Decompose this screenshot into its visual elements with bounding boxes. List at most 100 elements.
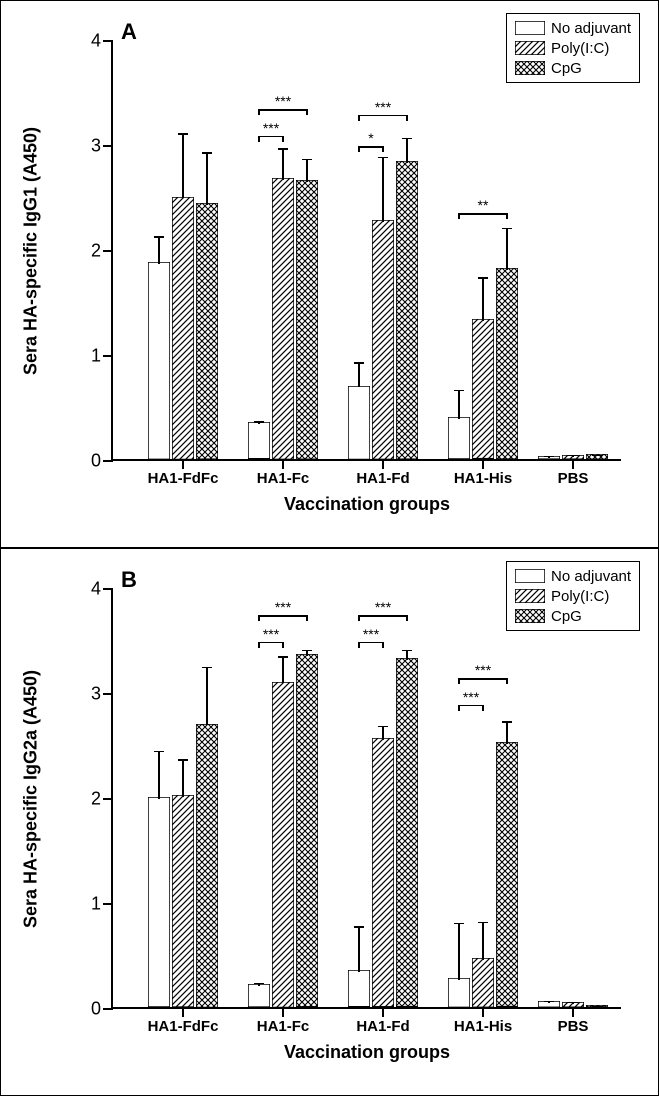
error-bar bbox=[406, 138, 408, 163]
sig-bracket-drop bbox=[458, 678, 460, 684]
y-tick-label: 1 bbox=[81, 894, 101, 915]
sig-bracket bbox=[259, 109, 307, 111]
error-bar-cap bbox=[544, 456, 554, 458]
error-bar bbox=[458, 923, 460, 980]
bar bbox=[196, 724, 218, 1008]
error-bar bbox=[358, 362, 360, 387]
sig-bracket bbox=[459, 678, 507, 680]
sig-label: *** bbox=[263, 120, 279, 136]
sig-label: *** bbox=[375, 599, 391, 615]
legend-swatch bbox=[515, 41, 545, 55]
bar bbox=[172, 197, 194, 460]
legend: No adjuvantPoly(I:C)CpG bbox=[506, 13, 640, 83]
bar bbox=[372, 220, 394, 459]
x-tick-label: HA1-FdFc bbox=[148, 1018, 219, 1035]
error-bar-cap bbox=[354, 362, 364, 364]
error-bar-cap bbox=[592, 1006, 602, 1008]
error-bar-cap bbox=[302, 159, 312, 161]
sig-bracket-drop bbox=[382, 642, 384, 648]
sig-bracket bbox=[359, 146, 383, 148]
bar bbox=[148, 262, 170, 459]
error-bar-cap bbox=[378, 157, 388, 159]
sig-bracket-drop bbox=[282, 642, 284, 648]
y-tick bbox=[103, 40, 113, 42]
sig-bracket-drop bbox=[482, 705, 484, 711]
plot-area: 01234Vaccination groupsHA1-FdFcHA1-FcHA1… bbox=[111, 41, 621, 461]
y-tick-label: 4 bbox=[81, 579, 101, 600]
x-tick bbox=[572, 459, 574, 469]
error-bar bbox=[282, 656, 284, 683]
x-tick bbox=[382, 459, 384, 469]
sig-bracket-drop bbox=[282, 136, 284, 142]
legend-row: Poly(I:C) bbox=[515, 586, 631, 606]
y-tick-label: 4 bbox=[81, 31, 101, 52]
x-tick-label: HA1-Fc bbox=[257, 470, 310, 487]
sig-bracket-drop bbox=[358, 115, 360, 121]
x-tick-label: HA1-Fc bbox=[257, 1018, 310, 1035]
page: A01234Vaccination groupsHA1-FdFcHA1-FcHA… bbox=[0, 0, 659, 1096]
bar bbox=[272, 682, 294, 1008]
x-tick-label: HA1-His bbox=[454, 1018, 512, 1035]
y-tick-label: 3 bbox=[81, 136, 101, 157]
y-tick-label: 2 bbox=[81, 789, 101, 810]
sig-label: *** bbox=[263, 626, 279, 642]
x-tick bbox=[182, 1007, 184, 1017]
bar bbox=[396, 161, 418, 459]
error-bar-cap bbox=[154, 236, 164, 238]
error-bar bbox=[306, 159, 308, 182]
y-axis-label: Sera HA-specific IgG2a (A450) bbox=[21, 670, 42, 928]
x-tick-label: PBS bbox=[558, 470, 589, 487]
bar bbox=[496, 268, 518, 459]
error-bar-cap bbox=[254, 983, 264, 985]
x-tick bbox=[482, 1007, 484, 1017]
error-bar bbox=[182, 133, 184, 198]
sig-bracket-drop bbox=[458, 213, 460, 219]
x-tick bbox=[182, 459, 184, 469]
legend-swatch bbox=[515, 569, 545, 583]
y-tick bbox=[103, 903, 113, 905]
sig-bracket-drop bbox=[506, 678, 508, 684]
sig-bracket bbox=[259, 136, 283, 138]
error-bar bbox=[382, 726, 384, 741]
bar bbox=[348, 970, 370, 1007]
legend-swatch bbox=[515, 21, 545, 35]
x-axis-label: Vaccination groups bbox=[284, 494, 450, 515]
bar bbox=[296, 180, 318, 459]
x-tick-label: HA1-FdFc bbox=[148, 470, 219, 487]
error-bar-cap bbox=[202, 667, 212, 669]
error-bar-cap bbox=[502, 228, 512, 230]
sig-bracket bbox=[259, 642, 283, 644]
sig-label: *** bbox=[275, 93, 291, 109]
legend-row: Poly(I:C) bbox=[515, 38, 631, 58]
y-tick bbox=[103, 588, 113, 590]
error-bar bbox=[506, 228, 508, 270]
y-axis-label: Sera HA-specific IgG1 (A450) bbox=[21, 127, 42, 375]
error-bar-cap bbox=[454, 390, 464, 392]
error-bar-cap bbox=[478, 922, 488, 924]
sig-bracket-drop bbox=[358, 615, 360, 621]
legend-swatch bbox=[515, 609, 545, 623]
y-tick-label: 0 bbox=[81, 451, 101, 472]
y-tick bbox=[103, 145, 113, 147]
error-bar-cap bbox=[278, 656, 288, 658]
bar bbox=[172, 795, 194, 1007]
error-bar-cap bbox=[302, 650, 312, 652]
error-bar-cap bbox=[402, 138, 412, 140]
x-tick-label: PBS bbox=[558, 1018, 589, 1035]
error-bar-cap bbox=[592, 455, 602, 457]
legend-swatch bbox=[515, 61, 545, 75]
panel-b: B01234Vaccination groupsHA1-FdFcHA1-FcHA… bbox=[0, 548, 659, 1096]
x-tick-label: HA1-His bbox=[454, 470, 512, 487]
legend-row: CpG bbox=[515, 58, 631, 78]
y-tick-label: 3 bbox=[81, 684, 101, 705]
sig-bracket bbox=[259, 615, 307, 617]
error-bar-cap bbox=[178, 133, 188, 135]
x-tick bbox=[282, 459, 284, 469]
legend-label: Poly(I:C) bbox=[551, 40, 609, 57]
bar bbox=[348, 386, 370, 460]
sig-label: *** bbox=[463, 689, 479, 705]
bar bbox=[496, 742, 518, 1007]
bar bbox=[148, 797, 170, 1007]
sig-bracket bbox=[359, 615, 407, 617]
y-tick-label: 0 bbox=[81, 999, 101, 1020]
